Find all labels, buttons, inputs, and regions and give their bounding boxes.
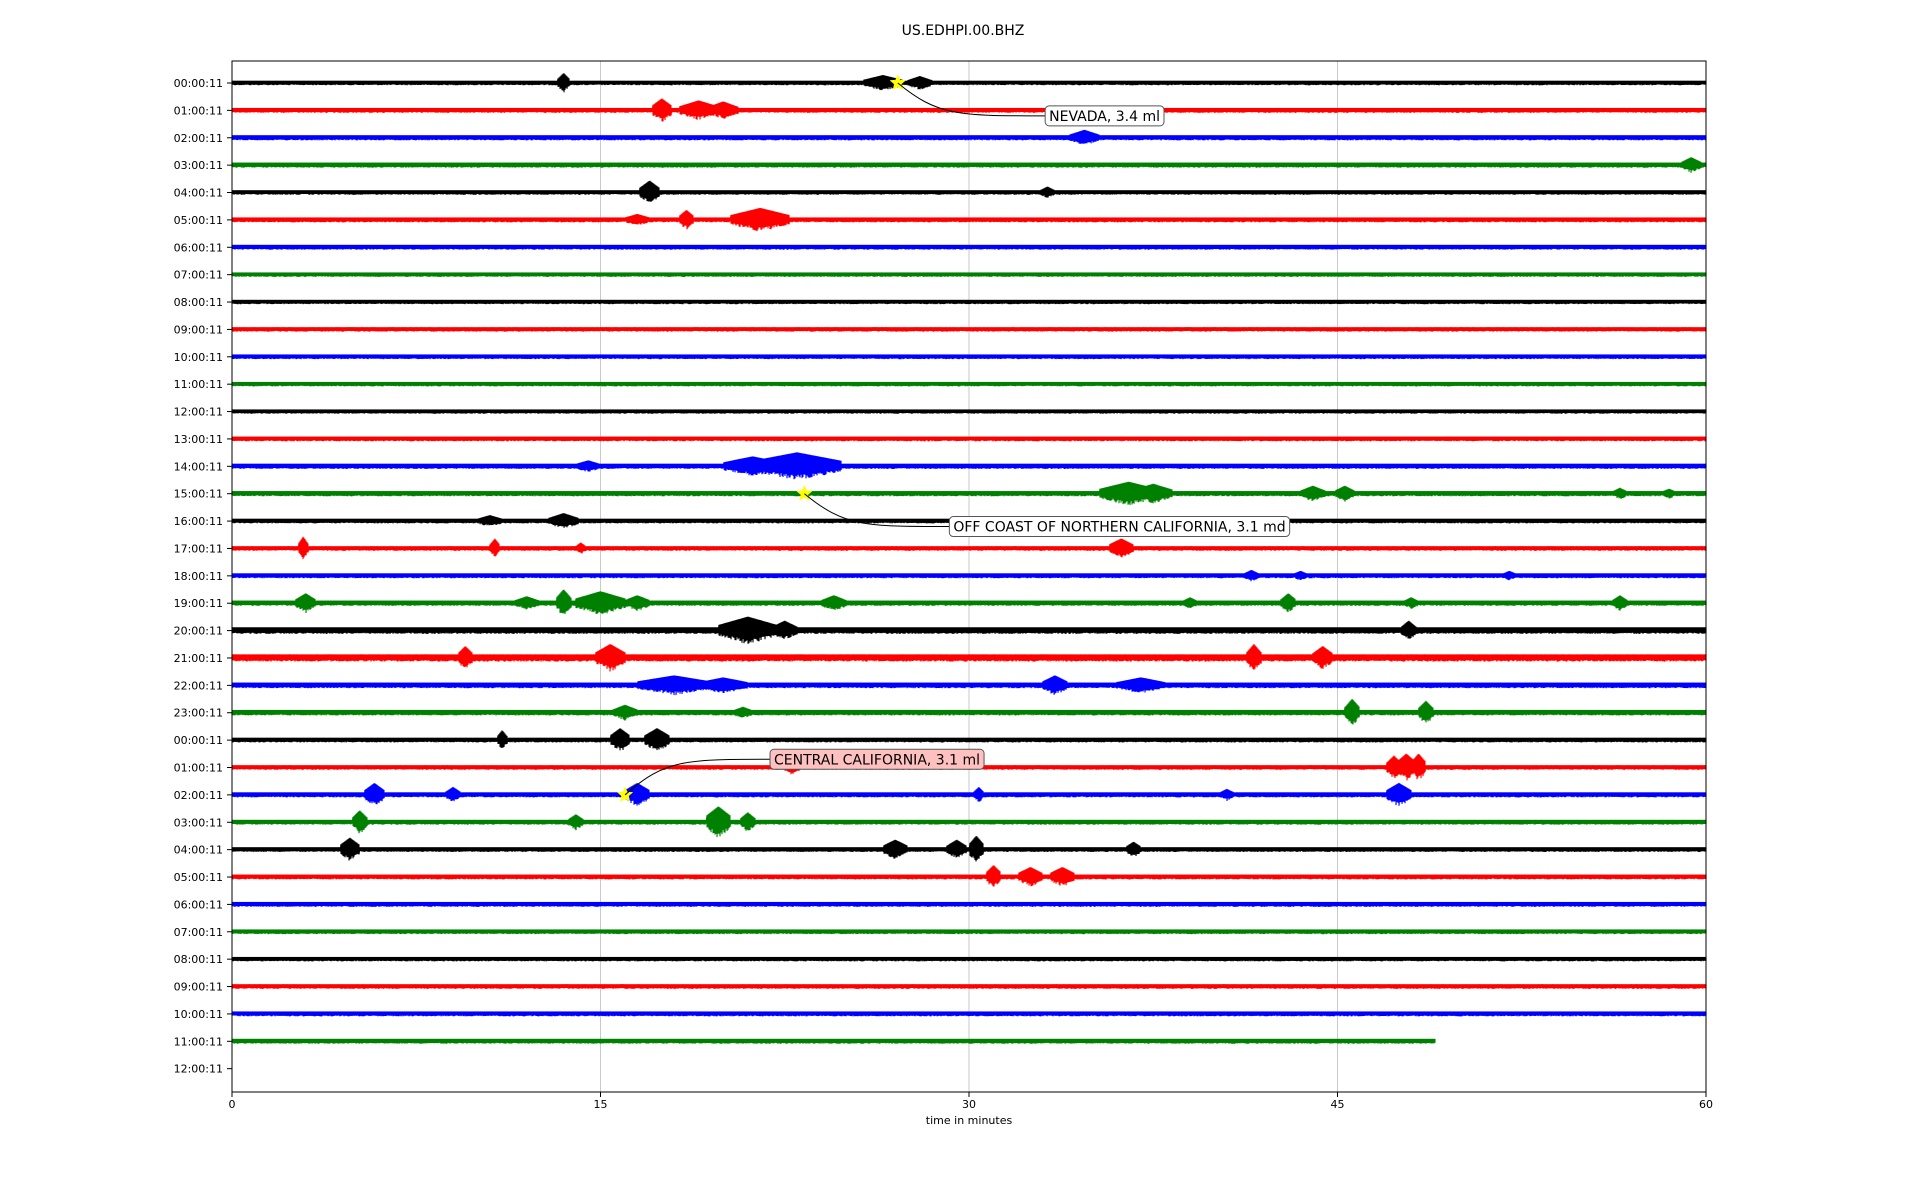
trace-row [231, 157, 1707, 173]
trace-row [231, 728, 1707, 751]
annotation-label: NEVADA, 3.4 ml [1049, 109, 1160, 125]
trace-row [231, 901, 1707, 907]
trace-row [231, 806, 1707, 838]
annotation-label: CENTRAL CALIFORNIA, 3.1 ml [774, 752, 980, 768]
y-tick-label: 01:00:11 [174, 104, 223, 117]
y-tick-label: 23:00:11 [174, 707, 223, 720]
annotation-box [1044, 105, 1165, 127]
trace-row [231, 1038, 1436, 1044]
y-tick-label: 21:00:11 [174, 652, 223, 665]
y-tick-label: 04:00:11 [174, 844, 223, 857]
trace-row [231, 299, 1707, 305]
y-tick-label: 09:00:11 [174, 981, 223, 994]
y-tick-label: 00:00:11 [174, 77, 223, 90]
trace-row [231, 98, 1707, 122]
trace-row [231, 675, 1707, 696]
trace-row [231, 409, 1707, 414]
y-tick-label: 04:00:11 [174, 187, 223, 200]
annotation-connector [804, 493, 950, 528]
y-tick-label: 20:00:11 [174, 625, 223, 638]
trace-row [231, 1011, 1707, 1017]
seismic-traces [231, 73, 1707, 1044]
y-tick-label: 12:00:11 [174, 406, 223, 419]
y-tick-label: 17:00:11 [174, 542, 223, 555]
y-axis-ticks: 00:00:11 01:00:11 02:00:11 03:00:11 04:00:11… [174, 77, 232, 1076]
trace-row [231, 589, 1707, 615]
x-tick-label: 0 [229, 1098, 236, 1111]
trace-row [231, 129, 1707, 144]
trace-row [231, 956, 1707, 962]
trace-row [231, 929, 1707, 935]
y-tick-label: 16:00:11 [174, 515, 223, 528]
trace-row [231, 536, 1707, 560]
y-tick-label: 19:00:11 [174, 597, 223, 610]
y-tick-label: 01:00:11 [174, 762, 223, 775]
trace-row [231, 180, 1707, 203]
event-annotations: NEVADA, 3.4 ml OFF COAST OF NORTHERN CALI… [624, 82, 1291, 796]
y-tick-label: 06:00:11 [174, 241, 223, 254]
y-tick-label: 03:00:11 [174, 159, 223, 172]
trace-row [231, 272, 1707, 278]
trace-row [231, 381, 1707, 387]
y-tick-label: 10:00:11 [174, 1008, 223, 1021]
y-tick-label: 08:00:11 [174, 953, 223, 966]
trace-row [231, 327, 1707, 332]
x-tick-label: 45 [1331, 1098, 1345, 1111]
trace-row [231, 452, 1707, 480]
trace-row [231, 244, 1707, 250]
y-tick-label: 10:00:11 [174, 351, 223, 364]
y-tick-label: 11:00:11 [174, 1035, 223, 1048]
annotation-label: OFF COAST OF NORTHERN CALIFORNIA, 3.1 md [953, 520, 1285, 536]
annotation-connector [624, 758, 771, 796]
y-tick-label: 11:00:11 [174, 378, 223, 391]
x-tick-label: 60 [1699, 1098, 1713, 1111]
x-axis-label: time in minutes [926, 1114, 1013, 1127]
trace-row [231, 354, 1707, 360]
y-tick-label: 18:00:11 [174, 570, 223, 583]
x-tick-label: 15 [594, 1098, 608, 1111]
y-tick-label: 06:00:11 [174, 898, 223, 911]
trace-row [231, 570, 1707, 582]
x-axis-ticks: 0 15 30 45 60 [229, 1092, 1713, 1111]
y-tick-label: 02:00:11 [174, 789, 223, 802]
trace-row [231, 207, 1707, 232]
annotation-box [769, 748, 985, 770]
trace-row [231, 73, 1707, 93]
y-tick-label: 08:00:11 [174, 296, 223, 309]
y-tick-label: 22:00:11 [174, 679, 223, 692]
trace-row [231, 698, 1707, 725]
annotation-connector [897, 82, 1046, 117]
y-tick-label: 05:00:11 [174, 871, 223, 884]
y-tick-label: 00:00:11 [174, 734, 223, 747]
y-tick-label: 12:00:11 [174, 1063, 223, 1076]
y-tick-label: 14:00:11 [174, 460, 223, 473]
trace-row [231, 481, 1707, 506]
trace-row [231, 836, 1707, 862]
chart-title: US.EDHPI.00.BHZ [902, 23, 1025, 39]
y-tick-label: 05:00:11 [174, 214, 223, 227]
trace-row [231, 436, 1707, 442]
trace-row [231, 782, 1707, 806]
y-tick-label: 13:00:11 [174, 433, 223, 446]
y-tick-label: 03:00:11 [174, 816, 223, 829]
annotation-box [948, 516, 1291, 538]
trace-row [231, 984, 1707, 989]
y-tick-label: 09:00:11 [174, 323, 223, 336]
y-tick-label: 02:00:11 [174, 132, 223, 145]
y-tick-label: 07:00:11 [174, 269, 223, 282]
y-tick-label: 15:00:11 [174, 488, 223, 501]
event-star-icon [616, 786, 634, 802]
y-tick-label: 07:00:11 [174, 926, 223, 939]
trace-row [231, 643, 1707, 672]
x-tick-label: 30 [962, 1098, 976, 1111]
trace-row [231, 616, 1707, 644]
trace-row [231, 865, 1707, 887]
